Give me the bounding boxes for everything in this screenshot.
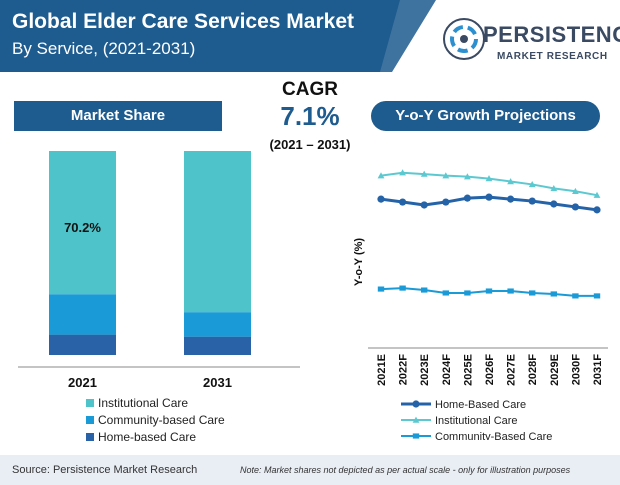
- point-community: [399, 285, 406, 291]
- point-home: [528, 197, 536, 205]
- legend-marker-institutional: [412, 416, 420, 423]
- point-community: [529, 290, 536, 296]
- point-home: [550, 200, 558, 208]
- legend-label-institutional: Institutional Care: [435, 415, 518, 427]
- x-tick-label: 2023E: [419, 354, 431, 386]
- legend-swatch-institutional: [86, 399, 94, 407]
- point-institutional: [550, 184, 558, 192]
- legend-label-institutional: Institutional Care: [98, 396, 188, 410]
- x-tick-label: 2028F: [527, 354, 539, 385]
- point-community: [377, 286, 385, 292]
- point-institutional: [377, 172, 385, 179]
- point-institutional: [507, 178, 514, 185]
- page-subtitle: By Service, (2021-2031): [12, 39, 196, 58]
- market-share-heading: Market Share: [14, 101, 222, 131]
- page-title: Global Elder Care Services Market: [12, 10, 354, 33]
- point-community: [442, 290, 449, 296]
- x-tick-label: 2030F: [570, 354, 582, 385]
- yoy-line-chart: Y-o-Y (%) 2021E 2022F 2023E 2024F 2025E 2026F 2…: [353, 169, 608, 440]
- cagr-period: (2021 – 2031): [269, 137, 351, 152]
- bar-community-2021: [49, 294, 116, 335]
- bar-category-label: 2031: [203, 375, 232, 390]
- point-institutional: [528, 181, 536, 188]
- bar-institutional-2021: [49, 151, 116, 295]
- point-community: [507, 288, 514, 294]
- footer-note: Note: Market shares not depicted as per …: [240, 465, 571, 475]
- legend-marker-community: [412, 433, 420, 439]
- x-tick-label: 2025E: [462, 354, 474, 386]
- persistence-logo-icon: [443, 18, 485, 60]
- logo-name: PERSISTENCE: [483, 22, 620, 47]
- point-home: [507, 195, 515, 203]
- legend-label-home: Home-based Care: [98, 430, 196, 444]
- market-share-chart: 2021 2031 70.2% Institutional Care Community…: [18, 151, 300, 444]
- point-home: [463, 194, 471, 202]
- point-community: [421, 287, 428, 293]
- legend-label-home: Home-Based Care: [435, 399, 526, 411]
- point-home: [442, 198, 450, 206]
- x-tick-label: 2024F: [441, 354, 453, 385]
- x-tick-label: 2027E: [506, 354, 518, 386]
- point-community: [464, 290, 471, 296]
- x-tick-label: 2029E: [549, 354, 561, 386]
- point-home: [377, 195, 385, 203]
- point-institutional: [442, 172, 450, 179]
- footer-bar: [0, 455, 620, 485]
- legend-marker-home: [412, 400, 420, 408]
- point-home: [571, 203, 579, 211]
- yoy-heading: Y-o-Y Growth Projections: [371, 101, 600, 131]
- bar-home-2021: [49, 334, 116, 355]
- x-tick-label: 2026F: [484, 354, 496, 385]
- point-institutional: [464, 173, 471, 180]
- point-community: [593, 293, 601, 299]
- point-institutional: [420, 170, 428, 177]
- point-home: [485, 193, 493, 201]
- x-tick-label: 2031F: [592, 354, 604, 385]
- x-tick-label: 2022F: [398, 354, 410, 385]
- bar-community-2031: [184, 312, 251, 337]
- point-community: [485, 288, 493, 294]
- x-tick-label: 2021E: [376, 354, 388, 386]
- bar-data-label: 70.2%: [64, 220, 101, 235]
- point-home: [399, 198, 407, 206]
- legend-label-community: Community-Based Care: [435, 431, 552, 440]
- legend-swatch-home: [86, 433, 94, 441]
- point-community: [550, 291, 557, 297]
- bar-institutional-2031: [184, 151, 251, 313]
- bar-home-2031: [184, 336, 251, 355]
- logo-tagline: MARKET RESEARCH: [497, 51, 608, 62]
- point-institutional: [593, 191, 601, 198]
- y-axis-label: Y-o-Y (%): [353, 238, 365, 286]
- header-banner: [0, 0, 436, 72]
- point-institutional: [485, 175, 493, 182]
- point-home: [420, 201, 428, 209]
- cagr-value: 7.1%: [280, 101, 340, 131]
- cagr-label: CAGR: [282, 79, 338, 100]
- legend-swatch-community: [86, 416, 94, 424]
- source-text: Source: Persistence Market Research: [12, 464, 198, 476]
- bar-category-label: 2021: [68, 375, 97, 390]
- point-home: [593, 206, 601, 214]
- point-community: [572, 293, 579, 299]
- legend-label-community: Community-based Care: [98, 413, 225, 427]
- point-institutional: [399, 169, 406, 176]
- point-institutional: [572, 187, 579, 195]
